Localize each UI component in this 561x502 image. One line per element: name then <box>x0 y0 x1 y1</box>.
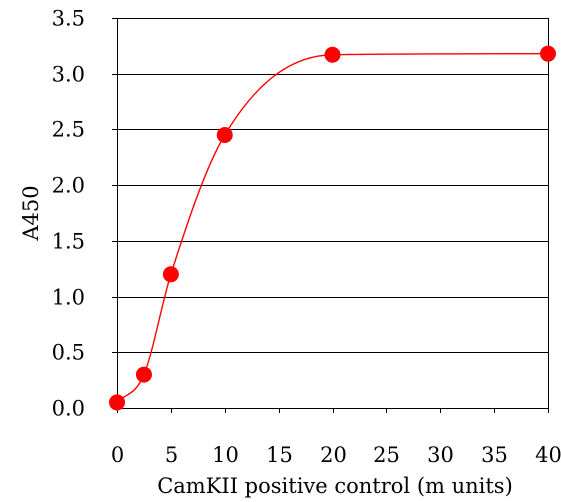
y-tick-label-1: 0.5 <box>52 341 85 365</box>
x-axis-title: CamKII positive control (m units) <box>157 474 513 498</box>
plot-area-frame <box>117 18 549 409</box>
y-tick-label-6: 3.0 <box>52 63 85 87</box>
y-tick-label-7: 3.5 <box>52 7 85 31</box>
y-tick-label-2: 1.0 <box>52 286 85 310</box>
data-point-0-5 <box>540 45 556 62</box>
x-tick-label-8: 40 <box>535 443 561 467</box>
data-point-0-2 <box>162 266 179 283</box>
data-point-0-0 <box>109 394 125 411</box>
x-tick-label-1: 5 <box>165 443 178 467</box>
x-tick-label-3: 15 <box>266 443 293 467</box>
x-tick-label-2: 10 <box>212 443 239 467</box>
x-axis-ticks: 0 5 10 15 20 25 30 35 40 <box>111 408 561 467</box>
x-tick-label-7: 35 <box>481 443 508 467</box>
data-point-0-4 <box>324 46 341 63</box>
data-point-0-3 <box>216 127 233 143</box>
x-tick-label-0: 0 <box>111 443 124 467</box>
x-tick-label-5: 25 <box>373 443 400 467</box>
y-tick-label-0: 0.0 <box>52 397 85 421</box>
data-point-0-1 <box>135 366 152 383</box>
gridlines <box>117 18 548 409</box>
x-tick-label-4: 20 <box>320 443 347 467</box>
y-tick-label-4: 2.0 <box>52 174 85 198</box>
x-tick-label-6: 30 <box>427 443 454 467</box>
y-tick-label-3: 1.5 <box>52 230 85 254</box>
y-axis-title: A450 <box>19 185 43 241</box>
y-axis-ticks: 0.0 0.5 1.0 1.5 2.0 2.5 3.0 3.5 <box>52 7 117 421</box>
y-tick-label-5: 2.5 <box>52 118 85 142</box>
series-line-0 <box>116 52 549 403</box>
series-group <box>109 45 556 411</box>
